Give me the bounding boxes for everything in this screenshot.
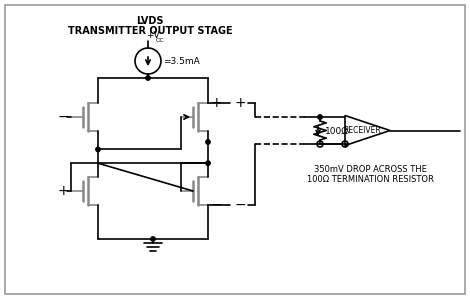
- Text: RECEIVER: RECEIVER: [343, 126, 381, 135]
- Text: +: +: [57, 184, 69, 198]
- Circle shape: [151, 237, 155, 241]
- Text: CC: CC: [156, 38, 165, 43]
- Text: +: +: [210, 96, 222, 110]
- Circle shape: [206, 140, 210, 144]
- Text: =3.5mA: =3.5mA: [163, 57, 200, 65]
- Text: −: −: [235, 198, 247, 212]
- Circle shape: [146, 76, 150, 80]
- Text: −: −: [210, 198, 222, 212]
- Circle shape: [96, 147, 100, 152]
- Text: TRANSMITTER OUTPUT STAGE: TRANSMITTER OUTPUT STAGE: [68, 26, 232, 36]
- Text: 100Ω: 100Ω: [325, 126, 349, 135]
- Text: 350mV DROP ACROSS THE: 350mV DROP ACROSS THE: [313, 164, 426, 173]
- Circle shape: [206, 161, 210, 165]
- Text: +V: +V: [146, 31, 160, 40]
- Text: +: +: [235, 96, 247, 110]
- Text: LVDS: LVDS: [136, 16, 164, 26]
- Circle shape: [318, 115, 322, 119]
- Text: −: −: [57, 110, 69, 124]
- Text: 100Ω TERMINATION RESISTOR: 100Ω TERMINATION RESISTOR: [306, 175, 433, 184]
